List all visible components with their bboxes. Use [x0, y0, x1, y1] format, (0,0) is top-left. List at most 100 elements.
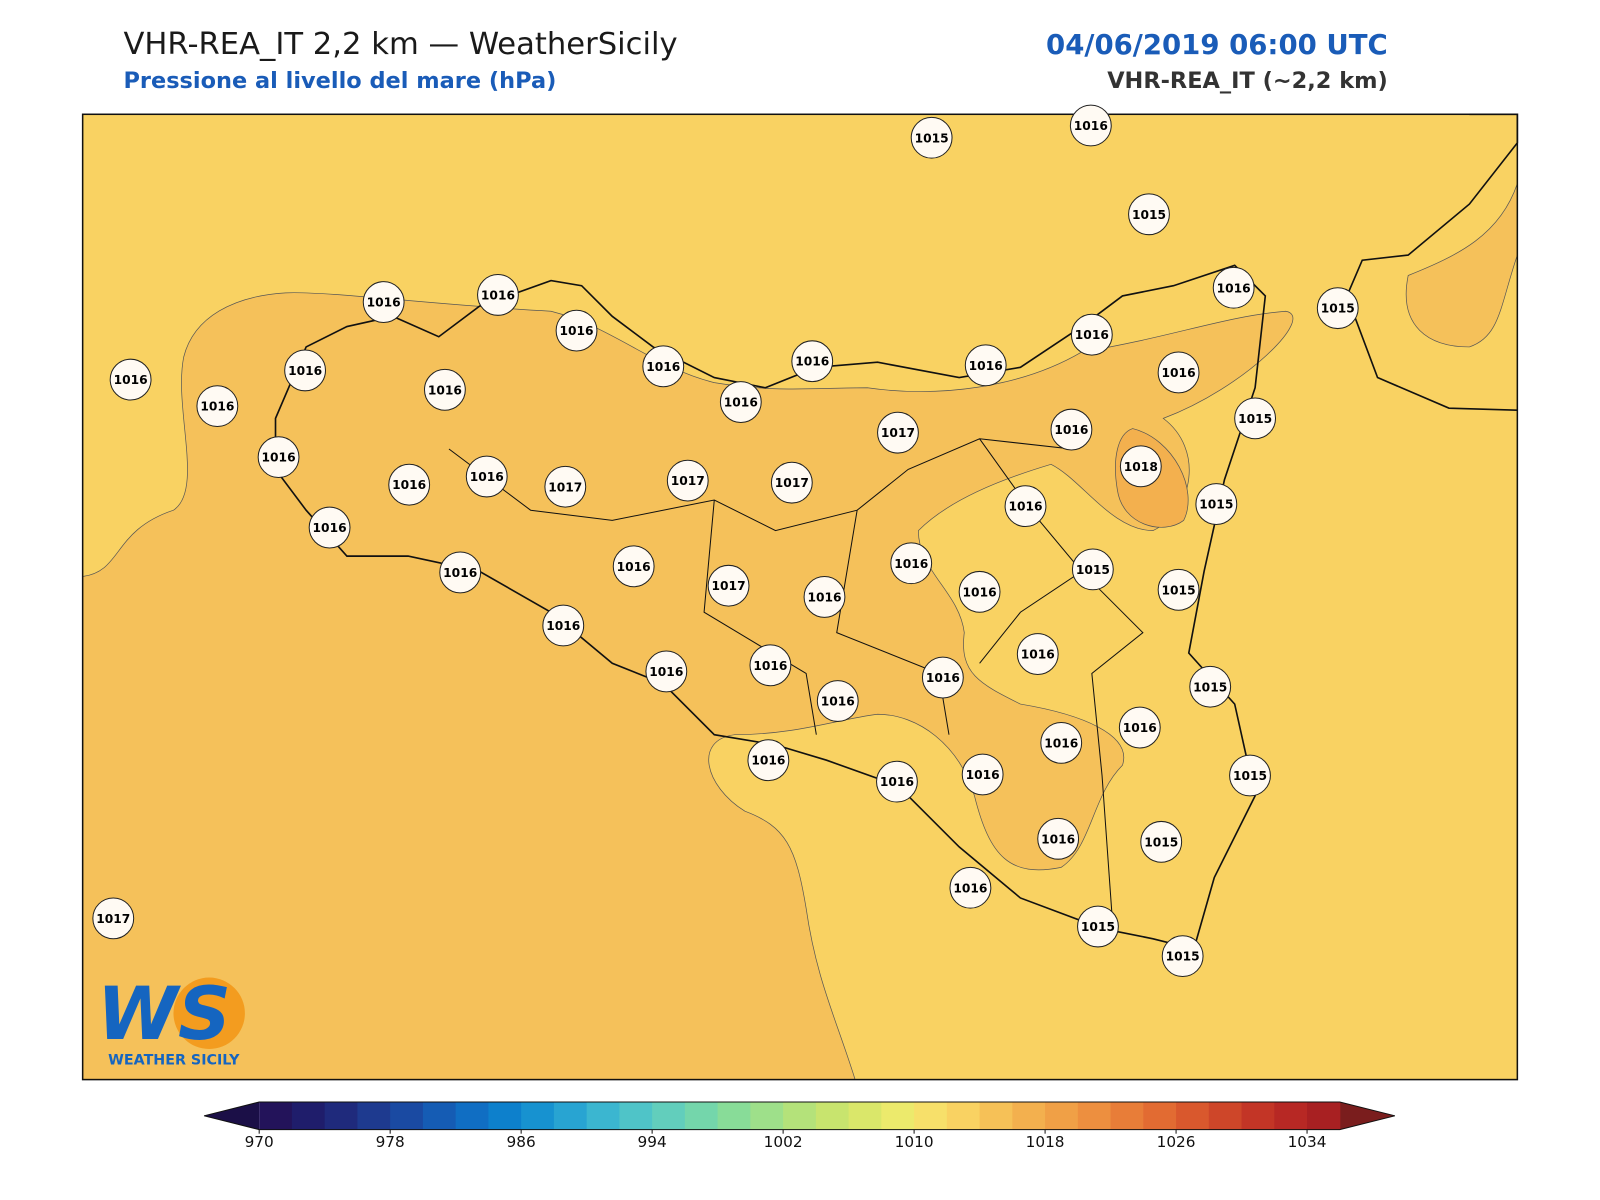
colorbar-segment: [1045, 1102, 1079, 1130]
station: 1016: [749, 644, 792, 687]
station: 1016: [284, 349, 327, 392]
station-value: 1016: [392, 478, 426, 492]
station: 1016: [1157, 351, 1200, 394]
station: 1015: [1234, 397, 1277, 440]
station: 1015: [1077, 905, 1119, 948]
colorbar-segment: [717, 1102, 751, 1130]
colorbar-segment: [848, 1102, 882, 1130]
station: 1017: [707, 564, 750, 607]
station: 1016: [816, 680, 859, 722]
colorbar-segment: [291, 1102, 326, 1130]
station-marker: [1071, 548, 1114, 591]
station-marker: [1118, 706, 1161, 749]
station-value: 1016: [428, 383, 462, 397]
colorbar-segment: [1176, 1102, 1210, 1130]
station: 1016: [961, 753, 1004, 796]
station-value: 1016: [966, 768, 1000, 782]
title: VHR-REA_IT 2,2 km — WeatherSicily: [123, 27, 677, 62]
station-value: 1016: [1075, 328, 1109, 342]
station-marker: [1004, 485, 1047, 528]
station-value: 1015: [1193, 680, 1227, 694]
station-value: 1016: [443, 566, 477, 580]
station-marker: [910, 116, 953, 159]
station: 1016: [876, 760, 918, 803]
station: 1016: [477, 273, 519, 316]
station-value: 1016: [200, 400, 234, 414]
station-marker: [612, 545, 655, 588]
station-value: 1016: [1162, 366, 1196, 380]
station-marker: [439, 551, 482, 594]
colorbar-segment: [946, 1102, 981, 1130]
station-value: 1016: [751, 754, 785, 768]
station-marker: [1212, 266, 1255, 309]
station-marker: [1140, 820, 1183, 863]
station: 1015: [1128, 193, 1170, 236]
colorbar-segment: [1012, 1102, 1046, 1130]
station: 1015: [1189, 665, 1232, 708]
station-value: 1016: [1044, 736, 1078, 750]
colorbar-extend: [1339, 1102, 1395, 1130]
station: 1016: [803, 576, 846, 618]
station-marker: [964, 344, 1007, 387]
station: 1016: [645, 650, 688, 693]
colorbar-outline: [203, 1101, 1396, 1131]
station-value: 1016: [1041, 832, 1075, 846]
station-value: 1015: [1233, 769, 1267, 783]
station: 1017: [877, 411, 919, 454]
colorbar: 970 978 986 994 1002 1010 1018 1026 1034: [203, 1101, 1396, 1151]
station: 1017: [770, 461, 813, 504]
colorbar-segment: [1208, 1102, 1243, 1130]
station-marker: [284, 349, 327, 392]
station-marker: [1069, 104, 1112, 147]
station: 1018: [1119, 445, 1162, 488]
colorbar-segment: [586, 1102, 620, 1130]
station: 1015: [1316, 287, 1359, 330]
station: 1016: [423, 368, 466, 411]
station-value: 1015: [1238, 412, 1272, 426]
station: 1016: [949, 866, 992, 909]
colorbar-segment: [259, 1102, 293, 1130]
station-value: 1017: [881, 426, 915, 440]
colorbar-tick-label: 1010: [895, 1133, 934, 1151]
station-value: 1015: [1321, 302, 1355, 316]
colorbar-tick-label: 1002: [764, 1133, 803, 1151]
station-marker: [921, 656, 964, 699]
colorbar-segment: [750, 1102, 784, 1130]
logo: WS WEATHER SICILY: [97, 972, 245, 1068]
station-marker: [544, 465, 587, 508]
colorbar-segment: [390, 1102, 424, 1130]
station: 1016: [964, 344, 1007, 387]
station-marker: [877, 411, 919, 454]
colorbar-tick-label: 1018: [1026, 1133, 1065, 1151]
station-value: 1016: [807, 590, 841, 604]
station-value: 1017: [671, 474, 705, 488]
station-marker: [308, 506, 351, 549]
station-marker: [719, 381, 762, 423]
station-value: 1016: [481, 288, 515, 302]
station-marker: [747, 739, 790, 782]
station-marker: [890, 542, 933, 585]
station-value: 1016: [288, 364, 322, 378]
station-marker: [666, 459, 709, 502]
pressure-area: [1405, 183, 1518, 348]
station: 1016: [890, 542, 933, 585]
station-value: 1016: [262, 451, 296, 465]
station-marker: [257, 436, 300, 479]
station-marker: [1037, 817, 1080, 860]
station-value: 1016: [649, 665, 683, 679]
station: 1016: [542, 604, 585, 647]
colorbar-segment: [357, 1102, 391, 1130]
station-value: 1015: [1199, 498, 1233, 512]
map: [81, 113, 1519, 1081]
station-marker: [876, 760, 918, 803]
map-frame: [81, 113, 1519, 1081]
station-marker: [1157, 351, 1200, 394]
station: 1015: [1140, 820, 1183, 863]
colorbar-segment: [815, 1102, 850, 1130]
station-marker: [542, 604, 585, 647]
colorbar-segment: [1110, 1102, 1144, 1130]
station-marker: [1195, 483, 1238, 525]
station-value: 1016: [1074, 119, 1108, 133]
colorbar-segment: [619, 1102, 653, 1130]
station: 1016: [196, 385, 239, 428]
